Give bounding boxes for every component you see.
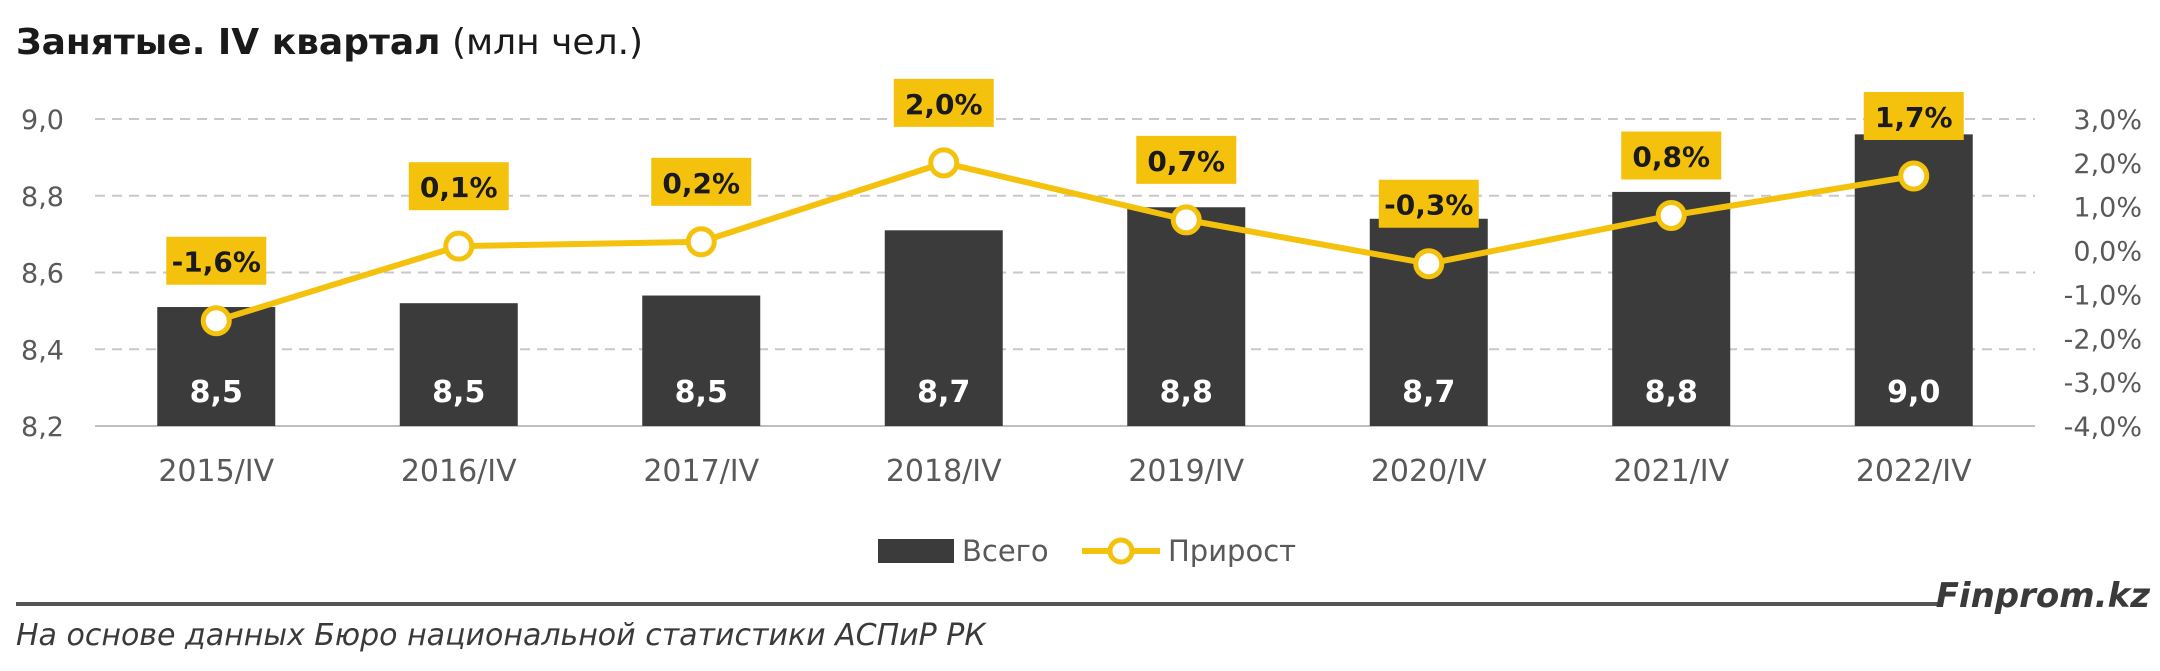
- x-tick-label: 2021/IV: [1613, 454, 1729, 489]
- legend-label-line: Прирост: [1168, 534, 1296, 568]
- line-point: [200, 305, 232, 337]
- line-value-label: 0,7%: [1147, 145, 1225, 178]
- source-note: На основе данных Бюро национальной стати…: [16, 618, 986, 653]
- legend-label-bar: Всего: [962, 534, 1049, 568]
- line-point: [1413, 248, 1445, 280]
- y-right-tick-label: -4,0%: [2064, 412, 2142, 443]
- chart-title-main: Занятые. IV квартал: [16, 22, 441, 63]
- bar-value-label: 8,8: [1160, 375, 1213, 410]
- y-left-tick-label: 8,8: [21, 182, 64, 213]
- y-left-tick-label: 9,0: [21, 105, 64, 136]
- line-label-box: [893, 78, 994, 127]
- x-tick-label: 2019/IV: [1128, 454, 1244, 489]
- series-line-growth: [215, 159, 1915, 324]
- line-point: [685, 226, 717, 258]
- legend-swatch-marker: [1107, 537, 1135, 565]
- line-value-label: 1,7%: [1875, 101, 1953, 134]
- x-tick-label: 2017/IV: [643, 454, 759, 489]
- bar-value-label: 8,7: [917, 375, 970, 410]
- y-right-tick-label: -1,0%: [2064, 280, 2142, 311]
- line-label-box: [1621, 131, 1722, 180]
- footer-divider: [16, 602, 1938, 606]
- y-left-tick-label: 8,2: [21, 412, 64, 443]
- line-point: [443, 230, 475, 262]
- bar: [884, 230, 1003, 426]
- brand-logo-text: Finprom.kz: [1935, 576, 2150, 616]
- bar: [399, 303, 518, 426]
- line-value-label: 0,1%: [420, 171, 498, 204]
- line-label-box: [651, 157, 752, 206]
- legend-swatch-bar: [878, 539, 954, 563]
- line-point: [928, 147, 960, 179]
- line-point: [1655, 199, 1687, 231]
- chart-title-unit: (млн чел.): [451, 22, 644, 63]
- line-label-box: [1378, 179, 1479, 228]
- line-label-box: [166, 236, 267, 285]
- y-right-tick-label: 3,0%: [2073, 105, 2142, 136]
- bar: [1127, 207, 1246, 426]
- bar-value-label: 8,8: [1645, 375, 1698, 410]
- line-value-label: 0,2%: [662, 167, 740, 200]
- line-value-label: -0,3%: [1384, 189, 1473, 222]
- line-label-box: [1136, 135, 1237, 184]
- y-right-tick-label: 2,0%: [2073, 149, 2142, 180]
- line-point: [1898, 160, 1930, 192]
- x-tick-label: 2020/IV: [1371, 454, 1487, 489]
- y-right-tick-label: -3,0%: [2064, 368, 2142, 399]
- line-value-label: -1,6%: [172, 246, 261, 279]
- x-tick-label: 2022/IV: [1856, 454, 1972, 489]
- line-point: [1170, 204, 1202, 236]
- bar-value-label: 9,0: [1887, 375, 1940, 410]
- x-tick-label: 2015/IV: [158, 454, 274, 489]
- x-tick-label: 2016/IV: [401, 454, 517, 489]
- chart-title: Занятые. IV квартал (млн чел.): [16, 22, 643, 63]
- bar-value-label: 8,5: [432, 375, 485, 410]
- line-value-label: 0,8%: [1632, 140, 1710, 173]
- y-left-tick-label: 8,6: [21, 259, 64, 290]
- bar: [642, 295, 761, 426]
- x-tick-label: 2018/IV: [886, 454, 1002, 489]
- bar-value-label: 8,7: [1402, 375, 1455, 410]
- chart: 8,2 8,4 8,6 8,8 9,0 -4,0% -3,0% -2,0% -1,0% 0,0% 1…: [21, 78, 2142, 568]
- bar-value-label: 8,5: [190, 375, 243, 410]
- y-right-tick-label: -2,0%: [2064, 324, 2142, 355]
- line-label-box: [1863, 92, 1964, 141]
- y-right-tick-label: 0,0%: [2073, 237, 2142, 268]
- line-label-box: [408, 162, 509, 211]
- y-right-tick-label: 1,0%: [2073, 193, 2142, 224]
- line-value-label: 2,0%: [905, 88, 983, 121]
- bar-value-label: 8,5: [675, 375, 728, 410]
- y-left-tick-label: 8,4: [21, 335, 64, 366]
